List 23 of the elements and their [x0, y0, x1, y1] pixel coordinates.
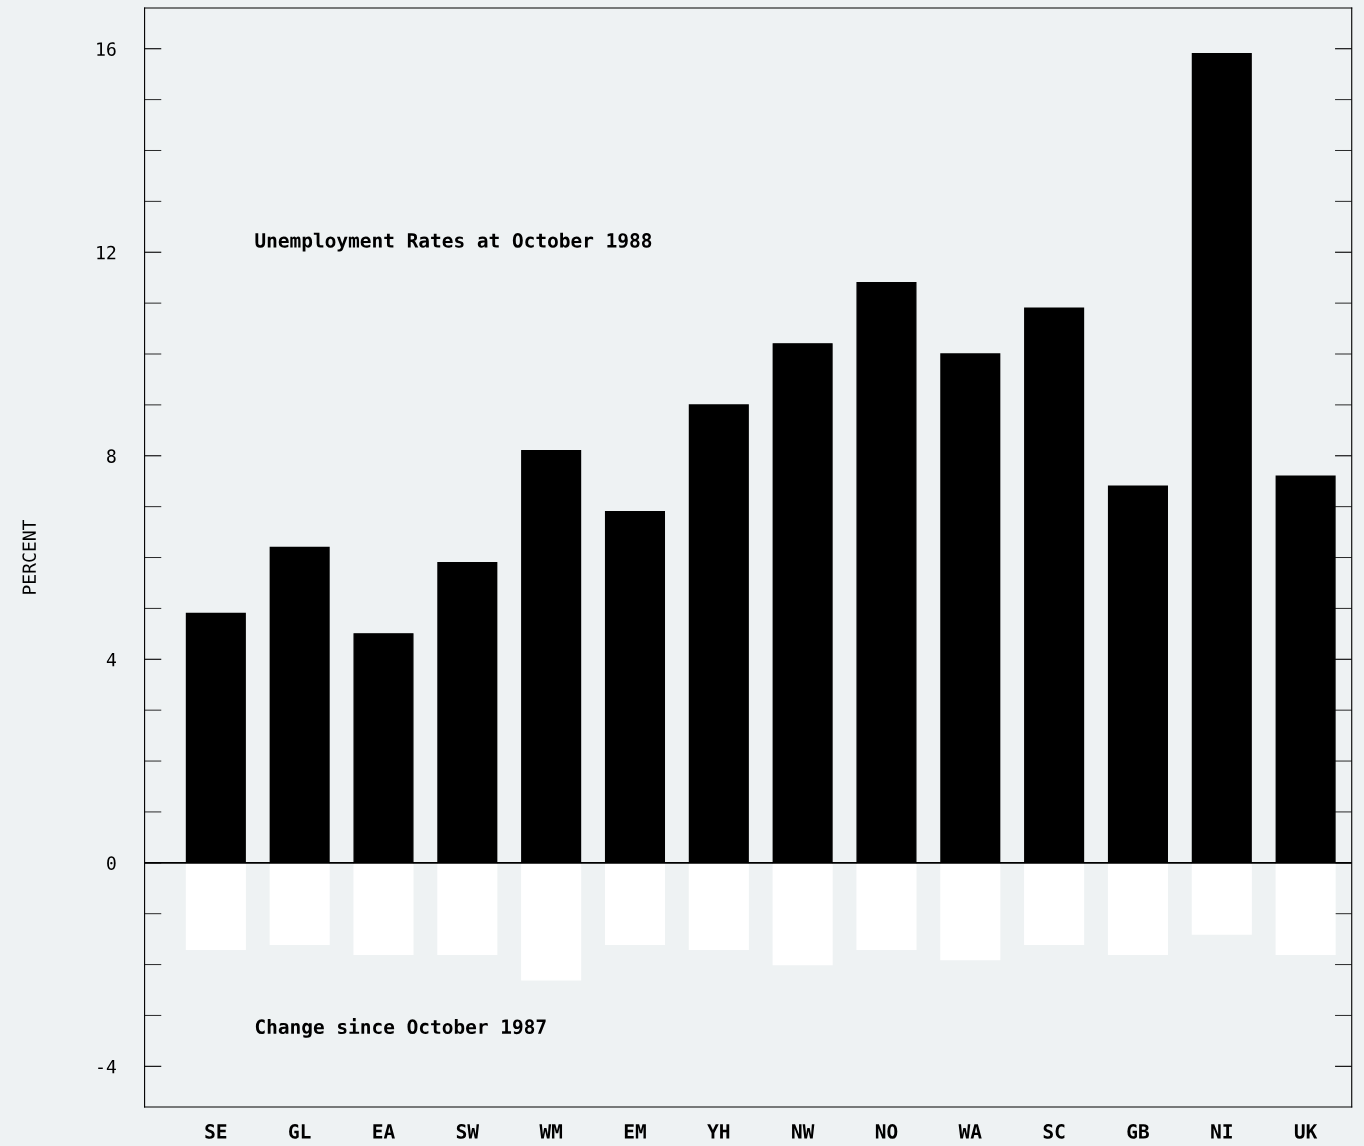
y-axis-title: PERCENT [22, 519, 37, 594]
x-tick-label: YH [707, 1124, 730, 1139]
x-tick-label: SE [205, 1124, 227, 1139]
y-tick-label: 8 [107, 449, 116, 463]
x-tick-label: EA [373, 1124, 395, 1139]
annotation: Unemployment Rates at October 1988 [255, 232, 652, 252]
y-tick-label: 0 [107, 856, 116, 870]
y-tick-label: -4 [98, 1060, 116, 1074]
y-tick-label: 16 [97, 42, 116, 56]
x-tick-label: GB [1127, 1124, 1149, 1139]
x-tick-label: GL [289, 1124, 311, 1139]
x-tick-label: SC [1043, 1124, 1065, 1139]
x-tick-label: NW [792, 1124, 815, 1139]
annotation: Change since October 1987 [255, 1017, 546, 1038]
x-tick-label: NO [875, 1124, 898, 1139]
x-tick-label: WM [539, 1124, 563, 1139]
x-tick-label: WA [958, 1124, 982, 1139]
y-tick-label: 4 [106, 653, 116, 667]
x-tick-label: EM [624, 1124, 646, 1139]
y-tick-label: 12 [97, 245, 116, 260]
x-tick-label: NI [1211, 1124, 1232, 1139]
x-tick-label: SW [456, 1124, 480, 1139]
x-tick-label: UK [1294, 1124, 1318, 1139]
